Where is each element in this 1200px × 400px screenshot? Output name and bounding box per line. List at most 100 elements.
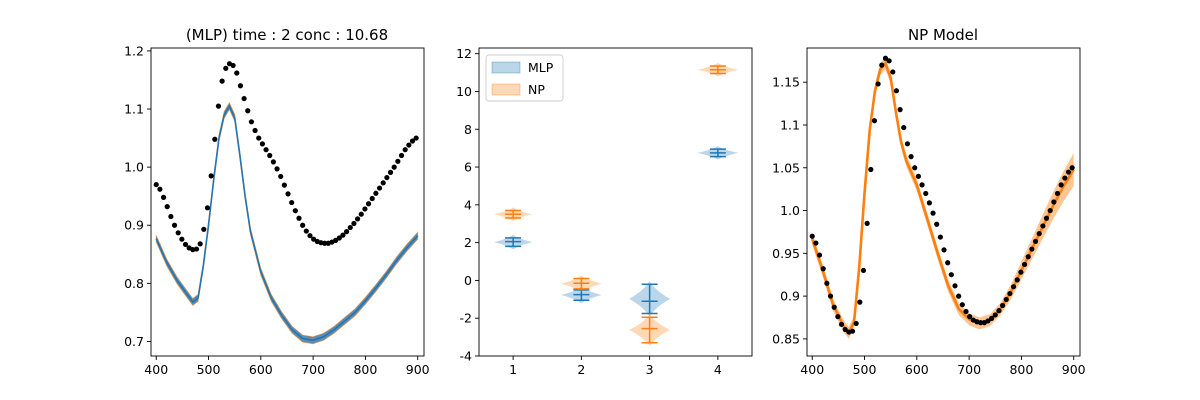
mlp-observed-point xyxy=(351,220,357,227)
mlp-observed-point xyxy=(387,169,394,175)
violin-ytick-label: -4 xyxy=(460,349,473,364)
np-observed-point xyxy=(838,321,845,327)
mlp-observed-point xyxy=(179,236,185,242)
np-observed-point xyxy=(919,182,925,188)
mlp-ytick-label: 1.2 xyxy=(124,43,144,58)
np-observed-point xyxy=(882,55,889,61)
np-observed-point xyxy=(915,173,921,179)
mlp-observed-point xyxy=(365,201,372,207)
np-observed-point xyxy=(835,314,841,320)
mlp-frame xyxy=(150,47,425,357)
np-ytick-label: 1.0 xyxy=(780,203,800,218)
np-observed-point xyxy=(926,200,932,206)
np-observed-point xyxy=(1054,190,1061,197)
mlp-observed-point xyxy=(164,204,170,210)
np-observed-point xyxy=(1029,246,1035,252)
np-observed-point xyxy=(1014,277,1020,283)
mlp-observed-point xyxy=(343,229,350,235)
np-observed-point xyxy=(864,220,870,226)
np-observed-point xyxy=(879,62,885,68)
mlp-observed-point xyxy=(208,173,214,179)
violin-legend: MLP NP xyxy=(485,54,564,102)
mlp-observed-point xyxy=(285,191,291,197)
mlp-panel-title: (MLP) time : 2 conc : 10.68 xyxy=(186,26,388,44)
np-observed-point xyxy=(809,233,815,239)
np-observed-point xyxy=(1025,254,1031,260)
np-ytick-label: 1.05 xyxy=(772,160,800,175)
violin-xtick-label: 4 xyxy=(714,362,722,377)
np-observed-point xyxy=(1007,290,1013,297)
np-observed-point xyxy=(842,326,848,333)
np-frame xyxy=(806,47,1081,357)
mlp-observed-point xyxy=(347,224,353,231)
violin-ytick-label: 10 xyxy=(456,84,472,99)
np-observed-point xyxy=(1051,199,1057,205)
violin-ytick-label: 8 xyxy=(464,122,472,137)
mlp-ytick-label: 0.8 xyxy=(124,276,144,291)
np-observed-point xyxy=(1058,182,1064,188)
np-xtick-label: 400 xyxy=(800,362,824,377)
mlp-observed-point xyxy=(223,65,229,71)
np-observed-point xyxy=(963,308,969,315)
mlp-ytick-label: 1.1 xyxy=(124,102,144,117)
legend-swatch-np xyxy=(491,83,521,96)
mlp-observed-point xyxy=(241,95,247,102)
np-observed-point xyxy=(890,69,896,75)
mlp-observed-point xyxy=(395,158,401,164)
np-observed-point xyxy=(820,266,826,272)
mlp-observed-point xyxy=(270,159,276,165)
mlp-observed-point xyxy=(278,173,284,180)
np-observed-point xyxy=(1047,207,1053,214)
violin-xtick-label: 2 xyxy=(577,362,585,377)
np-xtick-label: 700 xyxy=(957,362,981,377)
np-xtick-label: 500 xyxy=(853,362,877,377)
mlp-observed-point xyxy=(153,181,159,188)
mlp-observed-point xyxy=(362,206,368,212)
np-observed-point xyxy=(1040,223,1046,229)
mlp-observed-point xyxy=(160,194,167,200)
violin-xtick-label: 1 xyxy=(509,362,517,377)
np-observed-point xyxy=(967,314,973,320)
violin-ytick-label: 4 xyxy=(464,197,472,212)
mlp-observed-point xyxy=(281,182,287,188)
mlp-observed-point xyxy=(354,216,361,222)
violin-ytick-label: 2 xyxy=(464,235,472,250)
mlp-observed-point xyxy=(252,127,258,134)
np-observed-point xyxy=(956,293,962,299)
mlp-ytick-label: 0.7 xyxy=(124,334,144,349)
mlp-observed-point xyxy=(237,83,244,89)
mlp-observed-point xyxy=(336,235,342,241)
mlp-observed-point xyxy=(384,174,390,181)
mlp-panel: (MLP) time : 2 conc : 10.68 400 500 600 700… xyxy=(124,26,430,377)
mlp-observed-point xyxy=(182,241,189,248)
mlp-observed-point xyxy=(204,205,211,211)
np-ytick-label: 1.15 xyxy=(772,75,800,90)
np-panel-title: NP Model xyxy=(908,26,978,44)
np-observed-point xyxy=(948,272,954,278)
np-observed-point xyxy=(816,252,823,258)
np-observed-point xyxy=(1018,269,1024,275)
np-xtick-label: 600 xyxy=(905,362,929,377)
mlp-xtick-label: 600 xyxy=(249,362,273,377)
legend-swatch-mlp xyxy=(491,61,521,74)
np-observed-point xyxy=(912,165,918,171)
np-observed-point xyxy=(868,166,874,173)
legend-label-np: NP xyxy=(528,82,545,97)
mlp-ytick-label: 1.0 xyxy=(124,160,144,175)
mlp-observed-point xyxy=(256,135,262,141)
mlp-observed-point xyxy=(175,230,181,236)
np-ytick-label: 0.85 xyxy=(772,331,800,346)
mlp-observed-point xyxy=(402,147,408,153)
np-observed-point xyxy=(999,302,1006,309)
np-observed-point xyxy=(893,88,900,94)
mlp-xtick-label: 500 xyxy=(197,362,221,377)
np-observed-point xyxy=(934,221,940,227)
np-observed-point xyxy=(1036,231,1042,237)
np-observed-point xyxy=(996,308,1002,314)
np-observed-point xyxy=(1065,169,1072,175)
np-observed-point xyxy=(824,280,830,286)
np-observed-point xyxy=(886,58,892,64)
violin-ytick-label: 12 xyxy=(456,46,472,61)
mlp-observed-point xyxy=(219,78,225,84)
mlp-observed-point xyxy=(201,226,207,232)
